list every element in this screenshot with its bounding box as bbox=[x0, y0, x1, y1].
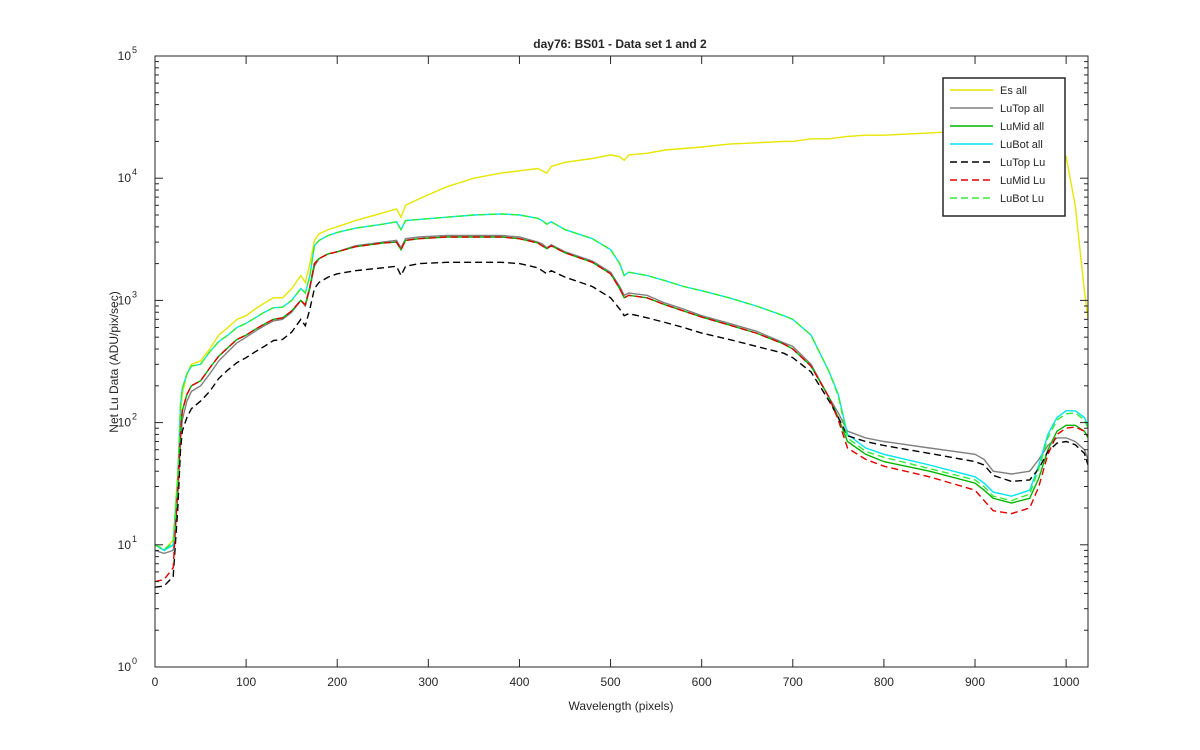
x-tick-label: 300 bbox=[418, 675, 438, 689]
series-line-6 bbox=[154, 213, 1089, 551]
y-tick-label-exponent: 5 bbox=[132, 45, 137, 55]
y-tick-label: 10 5 bbox=[118, 45, 137, 63]
y-tick-label-exponent: 2 bbox=[132, 412, 137, 422]
series-line-2 bbox=[154, 236, 1089, 552]
legend-label-4: LuTop Lu bbox=[1000, 157, 1045, 169]
y-tick-label: 10 4 bbox=[118, 167, 137, 185]
x-tick-label: 100 bbox=[236, 675, 256, 689]
series-line-0 bbox=[154, 129, 1089, 552]
x-tick-label: 400 bbox=[509, 675, 529, 689]
x-axis-label: Wavelength (pixels) bbox=[569, 699, 674, 713]
legend-label-0: Es all bbox=[1000, 85, 1027, 97]
legend-box bbox=[942, 77, 1066, 217]
legend-label-5: LuMid Lu bbox=[1000, 175, 1045, 187]
legend-label-1: LuTop all bbox=[1000, 103, 1044, 115]
x-tick-label: 900 bbox=[965, 675, 985, 689]
y-tick-label-exponent: 0 bbox=[132, 656, 137, 666]
y-tick-label-base: 10 bbox=[118, 416, 132, 430]
y-tick-label-base: 10 bbox=[118, 293, 132, 307]
y-tick-label-exponent: 1 bbox=[132, 534, 137, 544]
y-axis-label: Net Lu Data (ADU/pix/sec) bbox=[107, 291, 121, 432]
y-tick-label-exponent: 4 bbox=[132, 167, 137, 177]
series-line-5 bbox=[154, 236, 1089, 583]
x-tick-label: 500 bbox=[601, 675, 621, 689]
y-tick-label-base: 10 bbox=[118, 171, 132, 185]
lines-layer bbox=[154, 129, 1089, 588]
legend-label-6: LuBot Lu bbox=[1000, 193, 1044, 205]
x-tick-label: 200 bbox=[327, 675, 347, 689]
x-tick-label: 800 bbox=[874, 675, 894, 689]
x-tick-label: 600 bbox=[692, 675, 712, 689]
x-tick-label: 0 bbox=[152, 675, 159, 689]
y-tick-label-base: 10 bbox=[118, 538, 132, 552]
y-tick-label: 10 2 bbox=[118, 412, 137, 430]
y-tick-label-base: 10 bbox=[118, 660, 132, 674]
y-tick-label: 10 3 bbox=[118, 289, 137, 307]
chart-title: day76: BS01 - Data set 1 and 2 bbox=[533, 37, 707, 51]
y-tick-label-exponent: 3 bbox=[132, 289, 137, 299]
legend-label-3: LuBot all bbox=[1000, 139, 1043, 151]
y-tick-label-base: 10 bbox=[118, 49, 132, 63]
series-line-4 bbox=[154, 261, 1089, 588]
legend: Es all LuTop all LuMid all LuBot all LuTop L… bbox=[942, 77, 1066, 217]
series-line-1 bbox=[154, 234, 1089, 555]
x-tick-label: 1000 bbox=[1053, 675, 1080, 689]
x-tick-label: 700 bbox=[783, 675, 803, 689]
y-tick-label: 10 1 bbox=[118, 534, 137, 552]
legend-label-2: LuMid all bbox=[1000, 121, 1044, 133]
y-tick-label: 10 0 bbox=[118, 656, 137, 674]
axes-box bbox=[154, 55, 1089, 668]
